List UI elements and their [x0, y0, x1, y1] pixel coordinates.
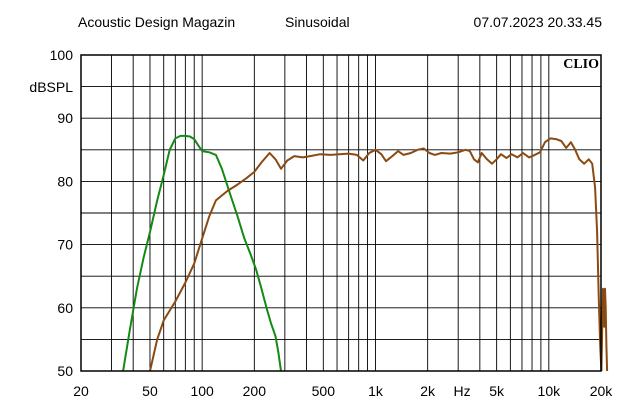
chart-series	[122, 134, 609, 372]
response-curve-2	[149, 137, 603, 372]
response-curve-1	[122, 134, 282, 372]
response-curve-3	[600, 287, 609, 372]
y-tick-labels: 100 90 80 70 60 50	[50, 47, 74, 379]
y-tick-label: 60	[57, 300, 73, 316]
chart-grid	[81, 55, 601, 371]
y-tick-label: 50	[57, 363, 73, 379]
x-axis-label: Hz	[454, 383, 471, 399]
y-tick-label: 100	[50, 47, 74, 63]
plot-frame	[80, 54, 602, 372]
x-tick-label: 20k	[590, 383, 614, 399]
x-tick-label: 10k	[538, 383, 562, 399]
x-tick-label: 2k	[420, 383, 436, 399]
y-tick-label: 80	[57, 173, 73, 189]
x-tick-label: 5k	[489, 383, 505, 399]
y-axis-label: dBSPL	[29, 79, 73, 95]
x-tick-label: 20	[73, 383, 89, 399]
header-mode: Sinusoidal	[285, 14, 350, 30]
x-tick-label: 50	[142, 383, 158, 399]
x-tick-label: 1k	[368, 383, 384, 399]
y-tick-label: 70	[57, 237, 73, 253]
x-tick-label: 100	[190, 383, 214, 399]
clio-brand: CLIO	[563, 57, 599, 72]
header-title: Acoustic Design Magazin	[78, 14, 236, 30]
x-tick-label: 500	[312, 383, 336, 399]
x-tick-label: 200	[243, 383, 267, 399]
x-tick-labels: 20 50 100 200 500 1k 2k 5k 10k 20k Hz	[73, 383, 613, 399]
y-tick-label: 90	[57, 110, 73, 126]
header-timestamp: 07.07.2023 20.33.45	[473, 14, 602, 30]
